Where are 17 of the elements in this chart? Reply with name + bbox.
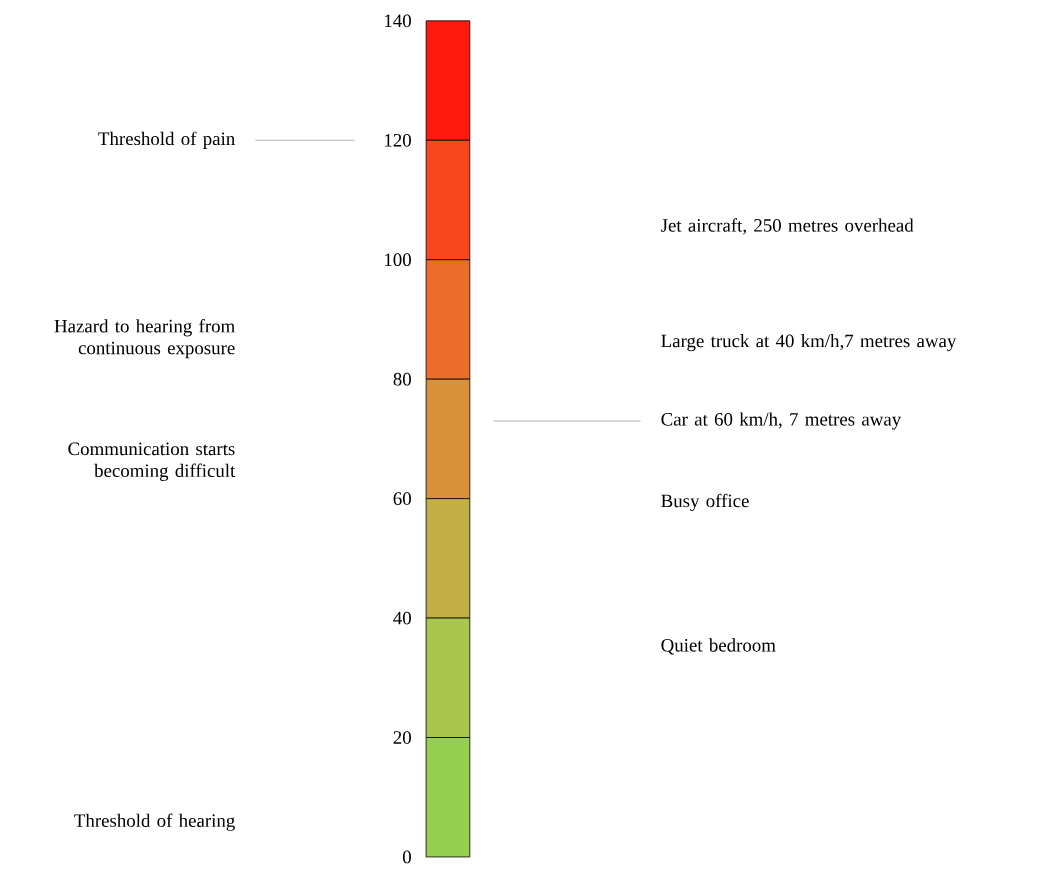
y-tick-label: 80 xyxy=(393,372,411,386)
text: Busy office xyxy=(661,493,749,512)
y-tick-label: 100 xyxy=(385,253,411,267)
text: Hazard to hearing from continuous exposure xyxy=(54,319,235,359)
text: Jet aircraft, 250 metres overhead xyxy=(661,218,914,235)
y-tick-label: 60 xyxy=(393,492,411,506)
ref-line-label: Threshold of pain xyxy=(98,131,235,150)
text: Large truck at 40 km/h,7 metres away xyxy=(661,334,957,352)
ref-line-label: Car at 60 km/h, 7 metres away xyxy=(661,412,902,430)
text: Quiet bedroom xyxy=(661,638,776,655)
y-tick-label: 40 xyxy=(393,611,411,625)
text: Communication starts becoming difficult xyxy=(68,442,236,482)
text: Threshold of hearing xyxy=(74,813,235,831)
y-tick-label: 0 xyxy=(402,850,411,864)
y-tick-label: 120 xyxy=(385,134,411,147)
y-tick-label: 20 xyxy=(393,731,411,745)
y-tick-label: 140 xyxy=(385,14,411,28)
